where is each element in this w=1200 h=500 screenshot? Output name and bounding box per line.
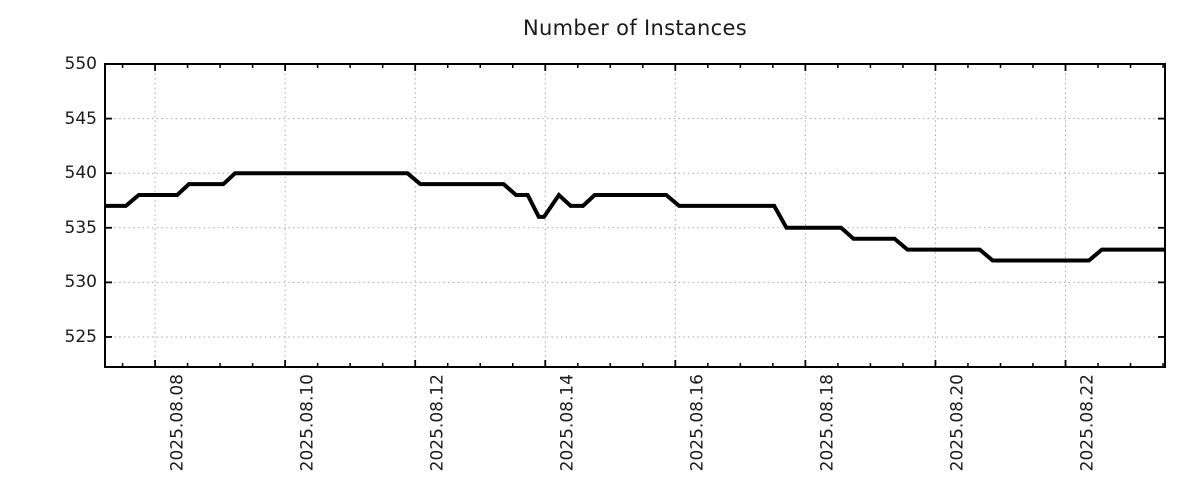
x-tick-label: 2025.08.08 — [167, 374, 188, 472]
y-tick-label: 525 — [64, 326, 97, 347]
y-tick-label: 530 — [64, 272, 97, 293]
chart-title: Number of Instances — [523, 16, 747, 40]
y-tick-label: 545 — [64, 108, 97, 129]
y-tick-label: 550 — [64, 54, 97, 74]
x-tick-label: 2025.08.20 — [947, 374, 968, 472]
series-line-instances — [105, 171, 1165, 263]
y-tick-label: 535 — [64, 217, 97, 238]
x-tick-label: 2025.08.10 — [297, 374, 318, 472]
x-tick-label: 2025.08.12 — [427, 374, 448, 472]
x-tick-label: 2025.08.16 — [687, 374, 708, 472]
plot-frame — [104, 63, 1166, 368]
x-tick-label: 2025.08.22 — [1077, 374, 1098, 472]
x-tick-label: 2025.08.18 — [817, 374, 838, 472]
x-tick-label: 2025.08.14 — [557, 374, 578, 472]
y-tick-label: 540 — [64, 163, 97, 184]
